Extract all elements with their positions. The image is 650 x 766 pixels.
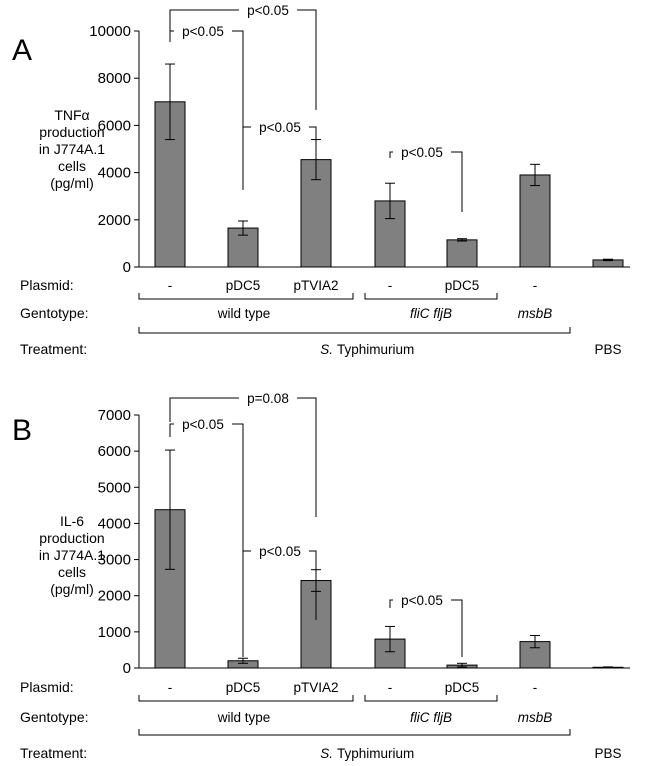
treatment-control: PBS [594, 342, 621, 357]
plasmid-bracket [138, 695, 354, 702]
significance-label: p=0.08 [247, 391, 289, 406]
y-axis-label: cells [58, 158, 86, 174]
genotype-row-label: Gentotype: [20, 305, 89, 321]
y-tick-label: 2000 [98, 212, 131, 229]
y-tick-label: 0 [123, 660, 131, 677]
genotype-label: msbB [518, 710, 553, 725]
significance-label-bg [239, 1, 297, 19]
plasmid-bracket [138, 293, 354, 300]
plasmid-row-label: Plasmid: [20, 277, 74, 293]
plasmid-label: pDC5 [226, 278, 261, 293]
y-axis-label: TNFα [54, 107, 89, 123]
significance-label: p<0.05 [401, 593, 443, 608]
plasmid-label: pDC5 [445, 680, 480, 695]
genotype-label: wild type [217, 710, 271, 725]
y-tick-label: 6000 [98, 443, 131, 460]
plasmid-bracket [364, 293, 498, 300]
significance-label-bg [251, 542, 309, 560]
genotype-bracket [138, 729, 571, 736]
bar [519, 641, 551, 669]
treatment-row-label: Treatment: [20, 341, 87, 357]
y-axis-label: production [39, 530, 104, 546]
y-axis-label: in J774A.1 [39, 141, 105, 157]
y-tick-label: 1000 [98, 624, 131, 641]
y-axis-label: cells [58, 564, 86, 580]
y-axis-label: IL-6 [60, 513, 84, 529]
y-tick-label: 8000 [98, 70, 131, 87]
plasmid-label: - [168, 278, 173, 293]
genotype-label: fliC fljB [410, 306, 452, 321]
significance-label: p<0.05 [182, 417, 224, 432]
genotype-label: fliC fljB [410, 710, 452, 725]
significance-label: p<0.05 [259, 544, 301, 559]
plasmid-label: pTVIA2 [293, 278, 338, 293]
significance-label-bg [393, 591, 451, 609]
y-tick-label: 2000 [98, 588, 131, 605]
genotype-bracket [138, 327, 571, 334]
y-tick-label: 0 [123, 259, 131, 276]
significance-label-bg [239, 389, 297, 407]
y-tick-label: 6000 [98, 117, 131, 134]
panel-letter: B [12, 414, 32, 447]
significance-label: p<0.05 [182, 24, 224, 39]
y-tick-label: 7000 [98, 407, 131, 424]
plasmid-label: pDC5 [226, 680, 261, 695]
y-axis-label: in J774A.1 [39, 547, 105, 563]
genotype-label: wild type [217, 306, 271, 321]
y-tick-label: 5000 [98, 479, 131, 496]
plasmid-label: - [388, 680, 393, 695]
plasmid-label: - [388, 278, 393, 293]
treatment-species: Typhimurium [337, 342, 414, 357]
y-axis-label: production [39, 124, 104, 140]
plasmid-label: - [533, 680, 538, 695]
y-tick-label: 10000 [89, 23, 131, 40]
significance-label: p<0.05 [401, 145, 443, 160]
plasmid-label: - [533, 278, 538, 293]
y-axis-label: (pg/ml) [50, 175, 94, 191]
genotype-row-label: Gentotype: [20, 709, 89, 725]
plasmid-row-label: Plasmid: [20, 679, 74, 695]
plasmid-label: - [168, 680, 173, 695]
treatment-row-label: Treatment: [20, 745, 87, 761]
y-axis-label: (pg/ml) [50, 581, 94, 597]
plasmid-label: pTVIA2 [293, 680, 338, 695]
bar [519, 174, 551, 268]
bar [446, 239, 478, 268]
panel-letter: A [12, 34, 32, 67]
treatment-control: PBS [594, 746, 621, 761]
significance-label: p<0.05 [259, 120, 301, 135]
treatment-species: Typhimurium [337, 746, 414, 761]
plasmid-bracket [364, 695, 498, 702]
y-tick-label: 4000 [98, 165, 131, 182]
treatment-species-abbrev: S. [320, 342, 333, 357]
significance-label-bg [393, 143, 451, 161]
genotype-label: msbB [518, 306, 553, 321]
plasmid-label: pDC5 [445, 278, 480, 293]
significance-label-bg [174, 22, 232, 40]
significance-label-bg [174, 415, 232, 433]
y-tick-label: 4000 [98, 515, 131, 532]
treatment-species-abbrev: S. [320, 746, 333, 761]
significance-label: p<0.05 [247, 3, 289, 18]
y-tick-label: 3000 [98, 552, 131, 569]
significance-label-bg [251, 118, 309, 136]
